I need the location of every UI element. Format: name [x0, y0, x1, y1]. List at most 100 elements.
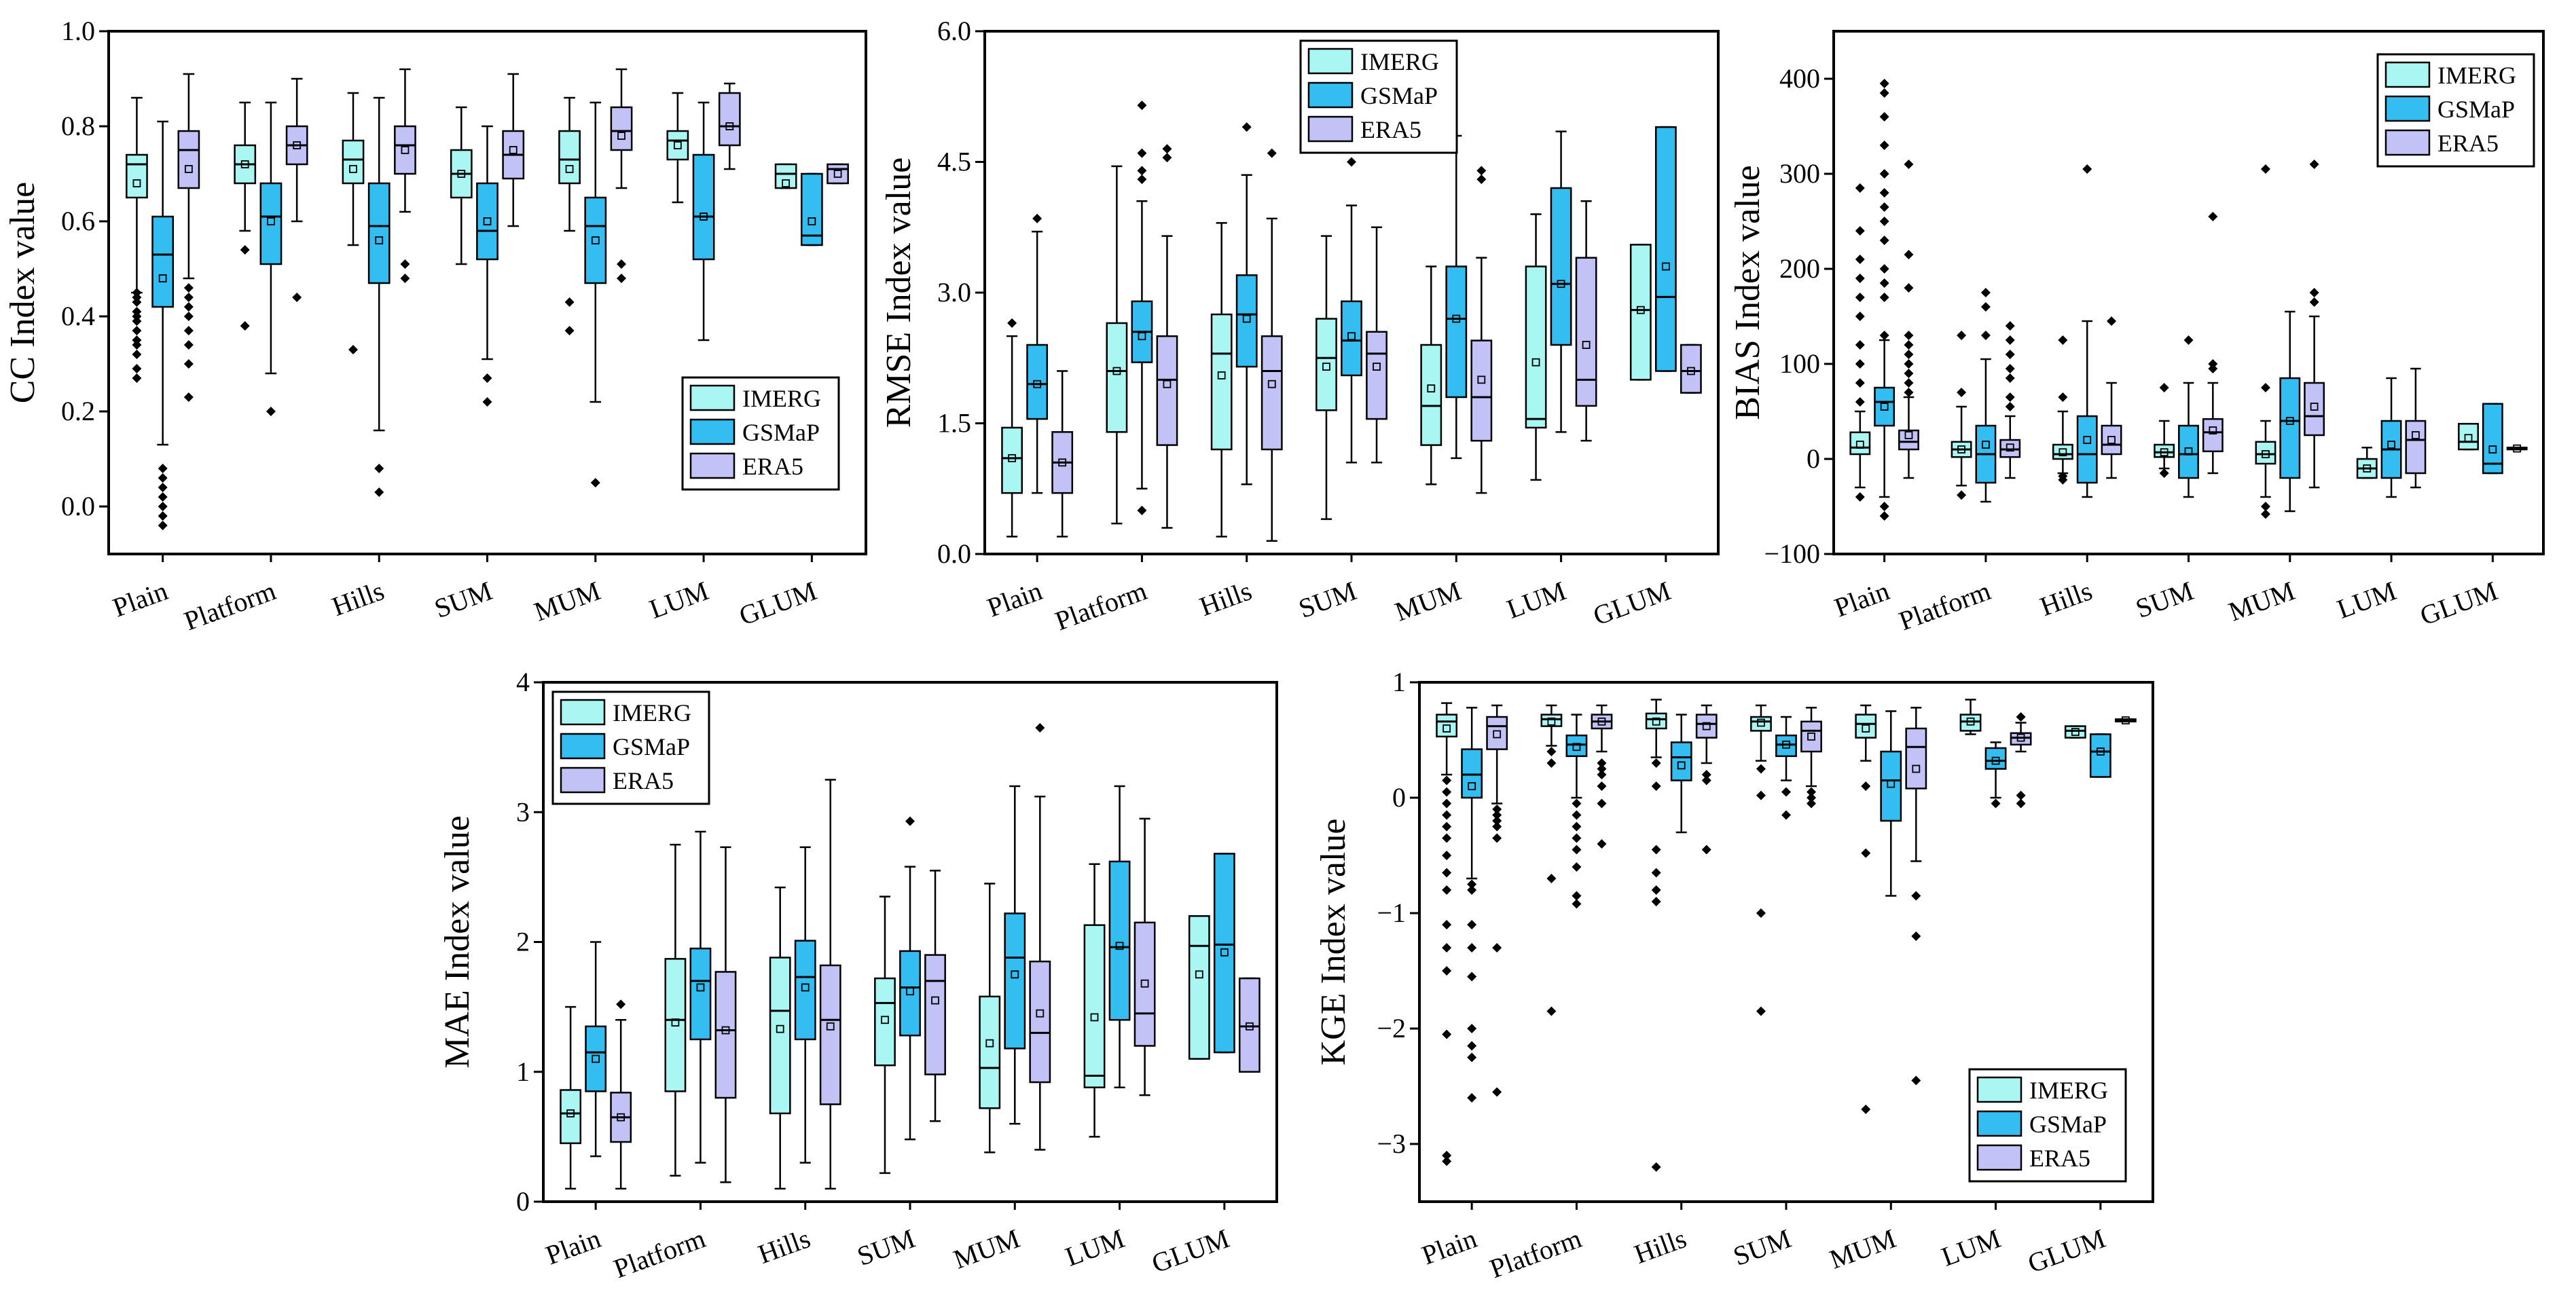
bias-gsmap-hills-mean [2083, 436, 2092, 444]
rmse-gsmap-mum-box [1445, 134, 1468, 460]
bias-era5-platform-flier-0 [2005, 402, 2015, 411]
bias-imerg-plain-flier-10 [1855, 492, 1865, 502]
kge-legend-label-gsmap: GSMaP [2029, 1111, 2107, 1138]
mae-era5-lum-box [1133, 817, 1156, 1096]
cc-imerg-plain-flier-4 [132, 335, 142, 345]
mae-era5-hills-mean [826, 1022, 835, 1031]
bias-era5-hills-box [2101, 316, 2122, 479]
bias-imerg-plain-flier-6 [1855, 274, 1865, 283]
rmse-legend-label-era5: ERA5 [1360, 116, 1421, 143]
bias-era5-plain-box [1898, 160, 1919, 479]
mae-era5-sum-mean [931, 996, 939, 1005]
bias-imerg-plain-flier-5 [1855, 293, 1865, 302]
cc-imerg-platform-box [234, 101, 257, 331]
kge-imerg-plain-flier-11 [1442, 966, 1452, 976]
bias-era5-sum-box [2202, 212, 2224, 475]
kge-imerg-plain-flier-5 [1442, 833, 1452, 843]
kge-era5-glum-box [2114, 716, 2137, 724]
rmse-era5-sum-iqr [1366, 331, 1387, 420]
bias-era5-plain-flier-0 [1904, 388, 1914, 397]
rmse-gsmap-mum-iqr [1445, 265, 1468, 399]
rmse-gsmap-sum-box [1341, 157, 1362, 464]
cc-legend-label-gsmap: GSMaP [742, 419, 820, 446]
kge-imerg-plain-flier-12 [1442, 1029, 1452, 1039]
bias-era5-mum-mean [2310, 403, 2319, 411]
rmse-gsmap-platform-flier-1 [1137, 166, 1147, 176]
mae-era5-lum-mean [1140, 979, 1149, 988]
rmse-xtick-label-lum: LUM [1503, 575, 1570, 625]
bias-gsmap-platform-mean [1982, 441, 1990, 449]
kge-imerg-hills-flier-3 [1651, 868, 1661, 878]
rmse-imerg-sum-mean [1322, 363, 1330, 371]
kge-era5-sum-iqr [1800, 720, 1822, 753]
kge-gsmap-sum-flier-1 [1781, 810, 1791, 820]
kge-legend-swatch-gsmap [1976, 1110, 2022, 1137]
mae-era5-lum-iqr [1133, 921, 1156, 1047]
bias-gsmap-plain-flier-7 [1879, 188, 1889, 198]
mae-gsmap-glum-mean [1220, 948, 1229, 957]
bias-legend-swatch-gsmap [2384, 95, 2431, 122]
cc-legend-swatch-gsmap [689, 418, 736, 445]
kge-imerg-plain-flier-4 [1442, 821, 1452, 832]
bias-imerg-glum-mean [2464, 434, 2473, 443]
cc-gsmap-platform-iqr [259, 182, 283, 265]
mae-gsmap-sum-mean [906, 987, 914, 996]
rmse-gsmap-hills-flier-0 [1241, 122, 1252, 132]
mae-gsmap-lum-box [1108, 785, 1131, 1088]
rmse-era5-mum-flier-1 [1476, 166, 1487, 176]
kge-xtick-label-plain: Plain [1418, 1223, 1481, 1270]
bias-era5-plain-flier-7 [1904, 283, 1914, 293]
bias-imerg-hills-flier-3 [2058, 475, 2068, 485]
cc-ytick-label-5: 1.0 [61, 16, 95, 46]
bias-imerg-platform-mean [1957, 445, 1966, 454]
rmse-imerg-platform-box [1106, 165, 1128, 525]
kge-gsmap-mum-box [1880, 710, 1902, 897]
bias-era5-plain-flier-2 [1904, 369, 1914, 378]
cc-era5-platform-mean [293, 141, 302, 149]
rmse-legend-swatch-gsmap [1307, 81, 1354, 109]
mae-gsmap-lum-iqr [1108, 860, 1131, 1021]
rmse-ytick-label-2: 3.0 [937, 277, 971, 308]
cc-gsmap-platform-box [259, 101, 283, 416]
rmse-imerg-plain-mean [1008, 454, 1017, 462]
kge-gsmap-platform-flier-3 [1572, 833, 1582, 843]
mae-gsmap-sum-box [899, 816, 921, 1141]
kge-imerg-platform-flier-0 [1546, 747, 1557, 756]
cc-era5-plain-iqr [177, 130, 200, 189]
cc-era5-sum-box [502, 73, 525, 227]
rmse-xtick-label-platform: Platform [1051, 575, 1151, 636]
kge-imerg-platform-flier-3 [1546, 1006, 1557, 1016]
cc-gsmap-plain-flier-2 [158, 483, 168, 492]
mae-ytick-label-4: 4 [516, 667, 530, 697]
cc-imerg-glum-mean [782, 179, 791, 187]
bias-era5-sum-flier-2 [2208, 212, 2218, 221]
bias-era5-glum-box [2506, 444, 2528, 453]
mae-imerg-plain-box [560, 1005, 582, 1190]
mae-gsmap-plain-iqr [585, 1025, 607, 1092]
kge-ytick-label-2: −1 [1377, 898, 1406, 928]
rmse-era5-hills-flier-0 [1267, 148, 1277, 158]
kge-era5-platform-flier-1 [1597, 764, 1607, 774]
kge-gsmap-platform-flier-5 [1572, 862, 1582, 872]
bias-gsmap-hills-box [2076, 164, 2098, 498]
bias-legend-swatch-era5 [2384, 129, 2431, 156]
mae-imerg-platform-mean [671, 1018, 680, 1027]
mae-legend-swatch-imerg [560, 699, 606, 726]
rmse-imerg-lum-iqr [1525, 265, 1547, 429]
kge-imerg-platform-box [1540, 704, 1563, 1016]
cc-era5-plain-flier-6 [183, 359, 194, 369]
kge-era5-mum-iqr [1905, 727, 1927, 790]
bias-gsmap-plain-flier-4 [1879, 236, 1889, 245]
cc-ytick-label-4: 0.8 [61, 111, 95, 141]
kge-imerg-mum-flier-2 [1861, 1105, 1871, 1114]
rmse-imerg-sum-box [1316, 235, 1337, 520]
cc-gsmap-mum-box [584, 101, 607, 487]
bias-imerg-hills-flier-0 [2058, 392, 2068, 402]
bias-imerg-plain-flier-0 [1855, 397, 1865, 407]
kge-era5-lum-iqr [2010, 732, 2032, 746]
mae-era5-mum-iqr [1029, 960, 1051, 1084]
kge-gsmap-hills-iqr [1670, 741, 1692, 781]
kge-imerg-hills-flier-4 [1651, 885, 1661, 895]
rmse-era5-hills-iqr [1260, 335, 1283, 451]
mae-gsmap-plain-box [585, 941, 607, 1158]
